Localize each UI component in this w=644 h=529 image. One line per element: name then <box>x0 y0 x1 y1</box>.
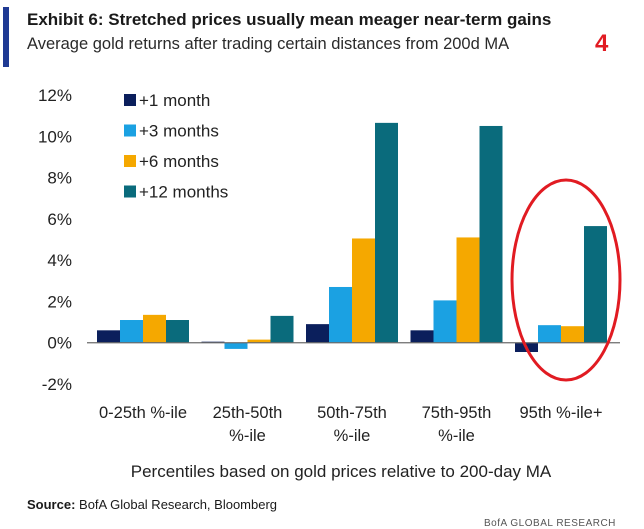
bar-2-3-months <box>224 342 248 349</box>
y-tick-label: 2% <box>47 292 72 311</box>
highlight-circle <box>510 178 622 382</box>
bar-4-1-month <box>410 330 434 343</box>
bar-1-1-month <box>97 330 120 343</box>
legend-swatch <box>124 185 136 198</box>
source-note: Source: BofA Global Research, Bloomberg <box>27 497 277 512</box>
accent-bar <box>3 7 9 67</box>
bar-2-12-months <box>270 315 294 343</box>
bar-1-6-months <box>143 314 166 343</box>
y-tick-label: -2% <box>42 375 72 394</box>
legend-swatch <box>124 155 136 167</box>
x-tick-label: %-ile <box>229 427 266 445</box>
x-tick-label: 95th %-ile+ <box>519 404 602 422</box>
x-tick-label: 75th-95th <box>422 404 492 422</box>
bar-4-3-months <box>433 300 457 343</box>
legend-label: +6 months <box>139 152 219 171</box>
page-number: 4 <box>595 30 609 57</box>
y-tick-label: 12% <box>38 86 72 105</box>
bar-4-6-months <box>456 237 480 343</box>
y-tick-label: 4% <box>47 251 72 270</box>
x-axis-title: Percentiles based on gold prices relativ… <box>131 462 552 481</box>
y-tick-label: 6% <box>47 210 72 229</box>
bar-1-3-months <box>120 320 143 343</box>
bar-5-6-months <box>561 326 584 343</box>
source-label: Source: <box>27 497 76 512</box>
footer-brand: BofA GLOBAL RESEARCH <box>484 518 616 529</box>
chart-title: Exhibit 6: Stretched prices usually mean… <box>27 10 552 29</box>
bar-2-6-months <box>247 339 271 343</box>
legend-swatch <box>124 124 136 137</box>
bar-3-6-months <box>352 238 375 343</box>
x-tick-label: 0-25th %-ile <box>99 404 187 422</box>
legend-label: +1 month <box>139 91 210 110</box>
bar-5-12-months <box>584 226 607 343</box>
x-tick-label: 25th-50th <box>213 404 283 422</box>
legend-label: +12 months <box>139 183 228 202</box>
y-tick-label: 10% <box>38 127 72 146</box>
bar-1-12-months <box>166 320 189 343</box>
y-tick-label: 0% <box>47 334 72 353</box>
bar-3-12-months <box>375 122 398 343</box>
bar-4-12-months <box>479 125 503 343</box>
bar-3-3-months <box>329 286 352 343</box>
source-text: BofA Global Research, Bloomberg <box>79 497 278 512</box>
y-tick-label: 8% <box>47 169 72 188</box>
legend-label: +3 months <box>139 122 219 141</box>
chart-subtitle: Average gold returns after trading certa… <box>27 35 510 53</box>
bar-5-3-months <box>538 325 561 343</box>
bar-3-1-month <box>306 324 329 343</box>
legend-swatch <box>124 94 136 106</box>
x-tick-label: 50th-75th <box>317 404 387 422</box>
x-tick-label: %-ile <box>438 427 475 445</box>
x-tick-label: %-ile <box>334 427 371 445</box>
